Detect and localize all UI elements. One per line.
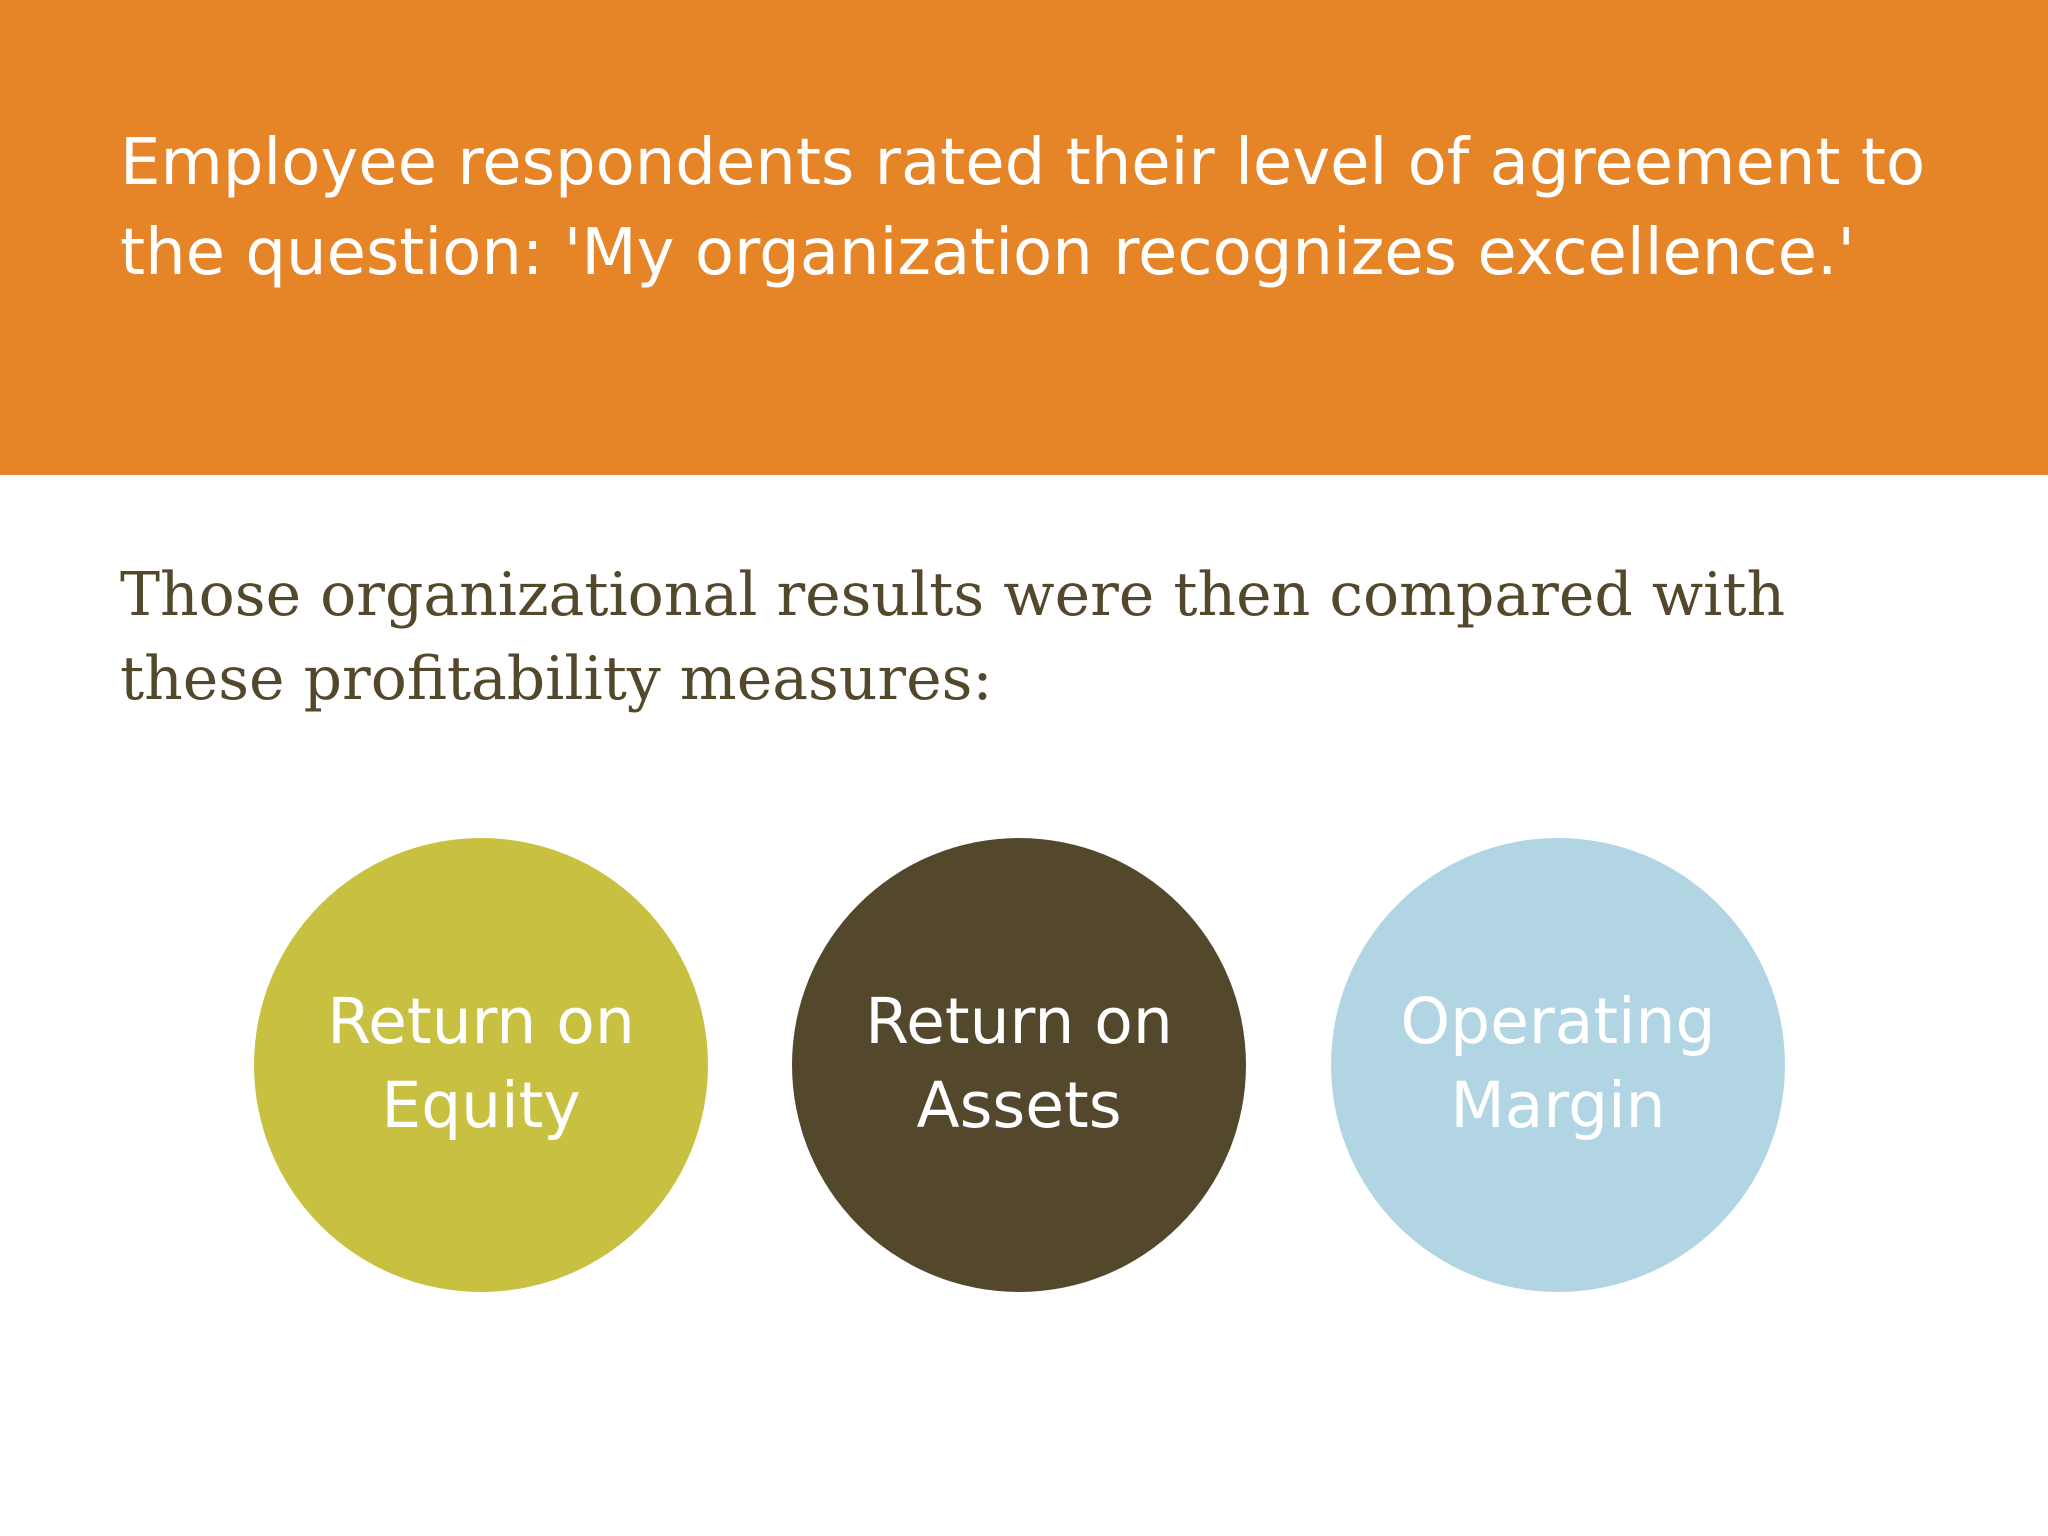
measure-circle-return-on-equity: Return on Equity [254, 838, 708, 1292]
measure-circle-return-on-assets: Return on Assets [792, 838, 1246, 1292]
measure-label: Return on Assets [865, 985, 1173, 1142]
measure-label: Operating Margin [1400, 985, 1716, 1142]
header-text: Employee respondents rated their level o… [120, 126, 1926, 290]
measure-circle-operating-margin: Operating Margin [1331, 838, 1785, 1292]
subtitle-text: Those organizational results were then c… [120, 560, 1786, 714]
header-banner: Employee respondents rated their level o… [0, 0, 2048, 475]
measure-label: Return on Equity [327, 985, 635, 1142]
